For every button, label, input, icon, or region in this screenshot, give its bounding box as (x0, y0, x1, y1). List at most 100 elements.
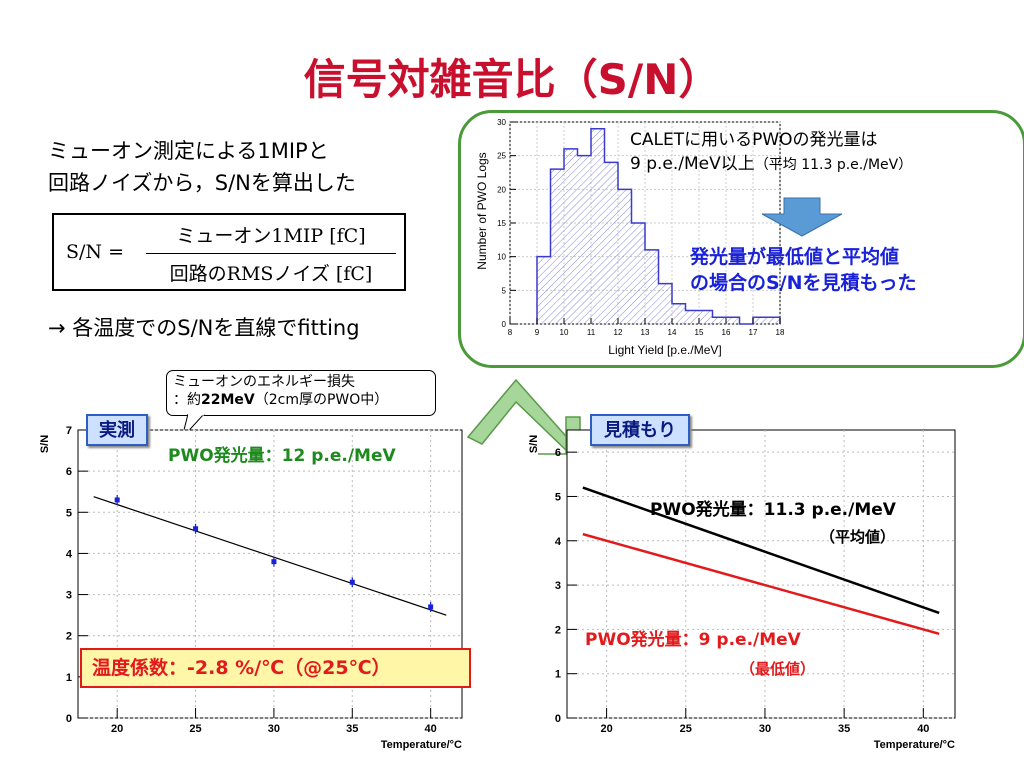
min-yield-sub: （最低値） (740, 660, 816, 678)
hist-bar (766, 317, 780, 324)
y-axis-label: S/N (39, 435, 51, 453)
intro-line-2: 回路ノイズから，S/Nを算出した (48, 171, 356, 195)
xtick-label: 30 (759, 723, 771, 735)
measured-tag: 実測 (86, 414, 148, 446)
formula-lhs: S/N = (66, 241, 125, 263)
hist-bar (537, 256, 551, 324)
x-axis-label: Temperature/°C (874, 739, 955, 751)
xtick-label: 25 (189, 723, 201, 735)
ytick-label: 1 (66, 672, 72, 684)
energy-loss-callout: ミューオンのエネルギー損失 ：約22MeV（2cm厚のPWO中） (166, 370, 436, 416)
down-arrow-icon (761, 197, 843, 237)
xtick-label: 35 (838, 723, 850, 735)
ytick-label: 4 (555, 536, 562, 548)
ytick-label: 6 (66, 466, 72, 478)
callout-line-1: ミューオンのエネルギー損失 (173, 374, 355, 390)
ytick-label: 2 (555, 624, 561, 636)
hist-xtick-label: 15 (695, 328, 704, 337)
transition-arrow-icon (466, 378, 581, 455)
hist-bar (672, 303, 686, 324)
sn-measured-chart: 0 1 2 3 4 5 6 7 20 25 30 35 40 Temperature/°C S/N (39, 425, 463, 751)
estimated-tag: 見積もり (590, 414, 690, 446)
xtick-label: 40 (917, 723, 929, 735)
ytick-label: 5 (66, 507, 72, 519)
hist-bar (604, 162, 618, 324)
xtick-label: 20 (600, 723, 612, 735)
hist-ytick-label: 10 (497, 253, 506, 262)
formula-denominator: 回路のRMSノイズ [fC] (169, 263, 373, 285)
fraction-bar (146, 253, 396, 254)
hist-bar (753, 317, 767, 324)
hist-xtick-label: 18 (776, 328, 785, 337)
hist-xtick-label: 11 (587, 328, 596, 337)
estimate-note-line-1: 発光量が最低値と平均値 (690, 246, 900, 268)
hist-xtick-label: 8 (508, 328, 513, 337)
formula-numerator: ミューオン1MIP [fC] (176, 225, 366, 247)
ytick-label: 5 (555, 491, 561, 503)
ytick-label: 7 (66, 425, 72, 437)
hist-xtick-label: 13 (641, 328, 650, 337)
data-point (193, 526, 199, 532)
ytick-label: 0 (555, 713, 561, 725)
ytick-label: 2 (66, 631, 72, 643)
hist-xtick-label: 9 (535, 328, 540, 337)
ytick-label: 4 (66, 548, 73, 560)
xtick-label: 25 (680, 723, 692, 735)
pwo-note-line-1: CALETに用いるPWOの発光量は (630, 130, 878, 150)
hist-bar (712, 317, 726, 324)
pwo-yield-measured: PWO発光量：12 p.e./MeV (168, 446, 396, 466)
data-point (114, 497, 120, 503)
data-point (271, 559, 277, 565)
data-point (428, 604, 434, 610)
min-yield-label: PWO発光量：9 p.e./MeV (585, 630, 801, 650)
hist-bar (591, 128, 605, 324)
sn-formula: S/N = ミューオン1MIP [fC] 回路のRMSノイズ [fC] (52, 213, 406, 291)
intro-line-1: ミューオン測定による1MIPと (48, 139, 329, 163)
hist-bar (658, 283, 672, 324)
hist-bar (699, 310, 713, 324)
min-yield-line (582, 532, 940, 636)
hist-bar (577, 155, 591, 324)
fitting-note: → 各温度でのS/Nを直線でfitting (48, 316, 360, 340)
xtick-label: 30 (268, 723, 280, 735)
avg-yield-label: PWO発光量：11.3 p.e./MeV (650, 500, 896, 520)
hist-outline (536, 127, 781, 325)
hist-xtick-label: 12 (614, 328, 623, 337)
ytick-label: 3 (555, 580, 561, 592)
fit-line (93, 496, 447, 616)
hist-bar (645, 249, 659, 324)
hist-xtick-label: 14 (668, 328, 677, 337)
hist-ytick-label: 15 (497, 219, 506, 228)
temperature-coefficient: 温度係数：-2.8 %/℃（@25℃） (80, 648, 471, 688)
xtick-label: 35 (346, 723, 358, 735)
estimate-note-line-2: の場合のS/Nを見積もった (690, 272, 917, 294)
slide-title: 信号対雑音比（S/N） (303, 55, 721, 104)
hist-xtick-label: 16 (722, 328, 731, 337)
hist-ytick-label: 5 (502, 286, 507, 295)
hist-ytick-label: 0 (502, 320, 507, 329)
avg-yield-sub: （平均値） (820, 528, 896, 546)
hist-ytick-label: 30 (497, 118, 506, 127)
hist-ylabel: Number of PWO Logs (475, 152, 489, 269)
ytick-label: 3 (66, 590, 72, 602)
xtick-label: 20 (111, 723, 123, 735)
data-point (349, 579, 355, 585)
plot-frame (566, 429, 956, 719)
ytick-label: 6 (555, 447, 561, 459)
x-axis-label: Temperature/°C (381, 739, 462, 751)
ytick-label: 0 (66, 713, 72, 725)
hist-bar (618, 189, 632, 324)
hist-bar (685, 310, 699, 324)
callout-line-2: ：約22MeV（2cm厚のPWO中） (173, 392, 389, 408)
hist-bar (726, 317, 740, 324)
light-yield-histogram: 8 9 10 11 12 13 14 15 16 17 18 0 5 10 15 20 25 30 Light Yi… (475, 118, 785, 357)
ytick-label: 1 (555, 669, 561, 681)
sn-estimated-chart: 0 1 2 3 4 5 6 20 25 30 35 40 Temperature/°C S/N (528, 429, 956, 751)
avg-yield-line (582, 486, 940, 615)
pwo-note-line-2: 9 p.e./MeV以上（平均 11.3 p.e./MeV） (630, 154, 913, 174)
hist-ytick-label: 20 (497, 185, 506, 194)
hist-xtick-label: 10 (560, 328, 569, 337)
hist-bar (550, 169, 564, 324)
hist-ytick-label: 25 (497, 152, 506, 161)
hist-xlabel: Light Yield [p.e./MeV] (608, 343, 721, 357)
